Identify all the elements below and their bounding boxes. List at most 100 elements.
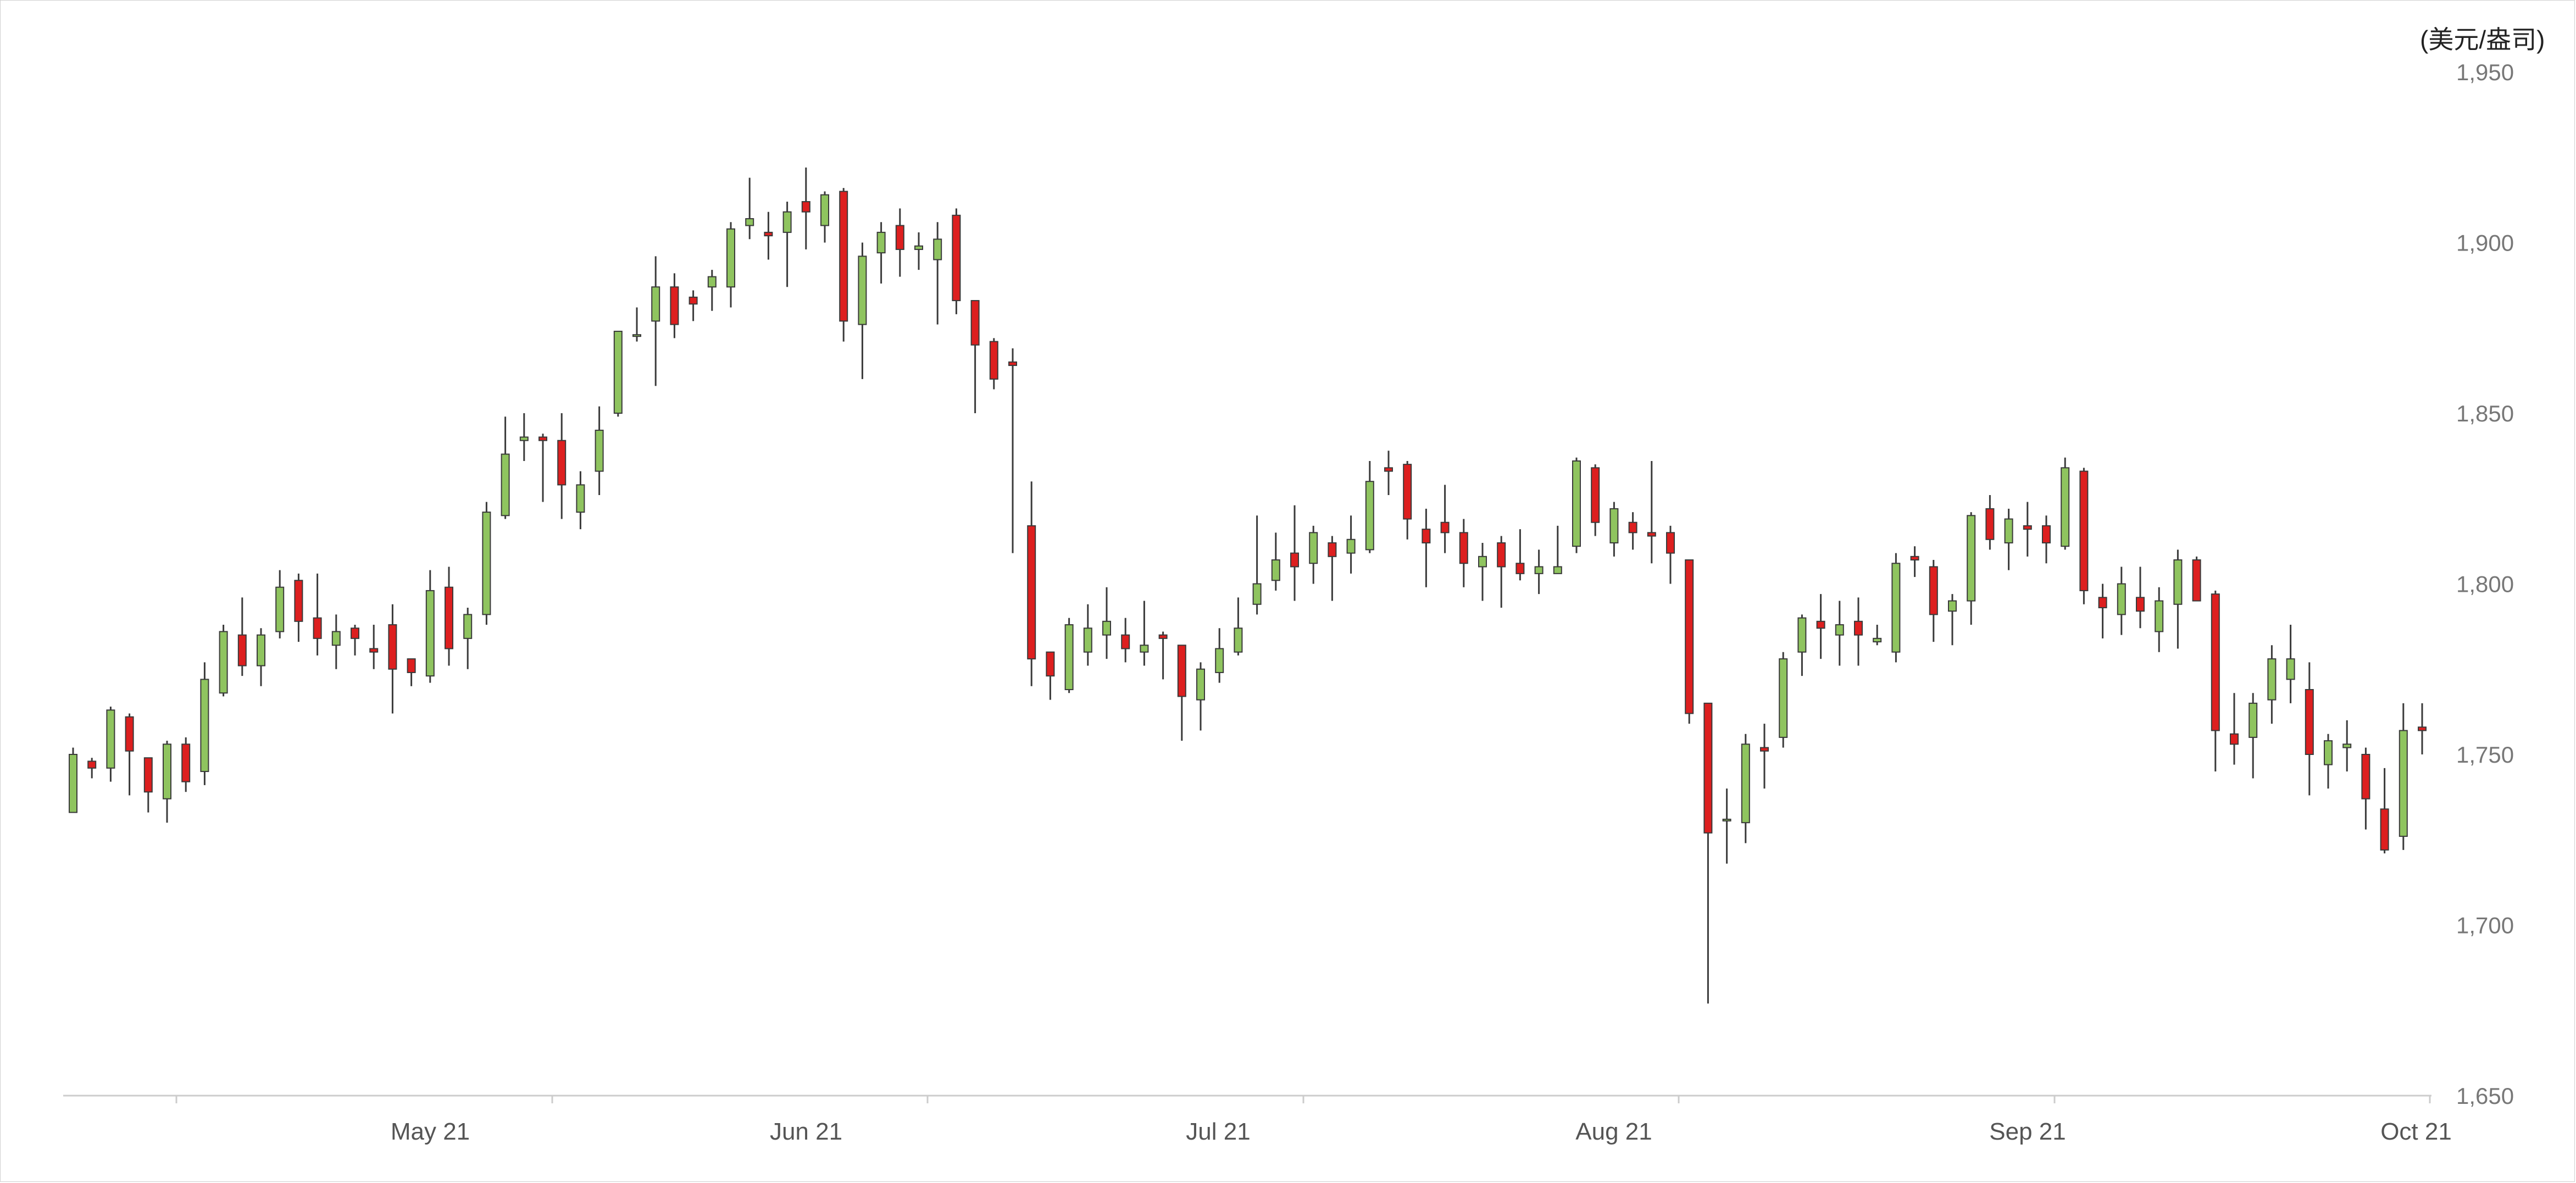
candle (2004, 508, 2013, 570)
candle (219, 625, 228, 697)
candle-body-down (351, 627, 359, 639)
candle-body-down (1046, 651, 1055, 677)
candle-body-down (1027, 525, 1036, 660)
candle (801, 167, 810, 249)
candle-body-down (1177, 645, 1186, 697)
candle (764, 212, 773, 260)
candle (632, 307, 641, 342)
candle-body-up (219, 631, 228, 694)
candle (1854, 597, 1863, 666)
candle (651, 256, 660, 386)
candle (501, 416, 510, 519)
candle (895, 208, 904, 277)
candle-body-down (1760, 747, 1769, 752)
candle-body-down (1515, 563, 1525, 574)
candle (143, 757, 153, 813)
candle-body-down (2023, 525, 2032, 530)
x-tick-label: Oct 21 (2380, 1118, 2452, 1145)
candle-body-up (2155, 600, 2164, 632)
candle (1290, 505, 1299, 601)
candle (1534, 549, 1544, 595)
candle (1177, 645, 1186, 741)
candle-body-up (200, 679, 209, 773)
candle-body-up (1083, 627, 1092, 653)
candle-body-up (1309, 532, 1318, 564)
candle-body-up (1572, 460, 1581, 547)
candle (933, 222, 942, 325)
candle (1609, 502, 1619, 557)
candle (125, 713, 134, 796)
y-tick-label: 1,700 (2456, 913, 2514, 938)
candle-body-down (952, 214, 961, 302)
candle-body-up (2249, 702, 2258, 738)
axes-layer: May 21 Jun 21 Jul 21 Aug 21 Sep 21 Oct 211,65… (63, 59, 2514, 1145)
candle-body-down (2192, 559, 2201, 602)
candle (1027, 481, 1036, 686)
candle (726, 222, 735, 308)
candle (1158, 631, 1168, 680)
candle (1121, 618, 1130, 663)
candle-body-down (445, 586, 453, 649)
candle (237, 597, 247, 676)
candle-body-up (933, 238, 942, 260)
candle-body-down (1459, 532, 1468, 564)
candle (1929, 560, 1938, 642)
candle-body-down (1910, 556, 1919, 561)
candle (1422, 508, 1431, 587)
candle-body-up (876, 231, 886, 254)
candle (2305, 662, 2314, 796)
candle-body-up (1534, 566, 1544, 574)
candle-body-down (2380, 808, 2389, 851)
candle-body-up (1891, 563, 1901, 653)
candle-body-up (2342, 743, 2352, 748)
candle (69, 747, 77, 813)
candle-body-down (1422, 529, 1431, 543)
candles-layer (69, 167, 2427, 1004)
candle-body-up (2173, 559, 2183, 605)
candle-body-down (839, 191, 848, 322)
candle (1760, 724, 1769, 789)
candle (519, 413, 529, 461)
candle (2061, 457, 2070, 550)
candle-body-up (576, 484, 585, 513)
candle-body-down (1008, 361, 1017, 366)
candle (1835, 601, 1844, 666)
candle (388, 604, 397, 714)
candle (1384, 451, 1393, 496)
candle (820, 191, 829, 243)
candle (257, 628, 265, 686)
candle (1252, 515, 1262, 615)
candle-body-up (745, 218, 754, 226)
candle-body-up (651, 286, 660, 322)
candle-body-down (294, 580, 303, 622)
candle-body-up (2004, 518, 2013, 543)
x-tick-label: Jul 21 (1186, 1118, 1250, 1145)
candle (482, 502, 491, 625)
candle (1666, 525, 1675, 584)
candle-body-down (1816, 620, 1825, 629)
candle (351, 625, 359, 656)
candle-body-down (407, 658, 416, 673)
candle-body-up (1346, 538, 1356, 554)
candle (839, 188, 848, 342)
candle (1779, 652, 1788, 748)
candle-body-down (1666, 532, 1675, 554)
candle-body-down (2361, 754, 2370, 799)
candle (2267, 645, 2277, 724)
candle (595, 406, 604, 496)
candle (1328, 536, 1337, 601)
candle-body-down (764, 231, 773, 237)
x-tick-label: Sep 21 (1989, 1118, 2066, 1145)
candle-body-up (1948, 600, 1957, 612)
candle-body-up (1140, 645, 1149, 653)
candle-body-down (1384, 467, 1393, 472)
candle (1647, 460, 1656, 564)
candle-body-down (970, 300, 980, 346)
candle-body-down (87, 760, 97, 769)
candle (331, 614, 341, 669)
candle-body-down (538, 436, 547, 441)
candle-body-down (1497, 542, 1506, 568)
candle (313, 573, 322, 656)
candle-body-up (707, 276, 717, 288)
candle (1403, 460, 1412, 540)
